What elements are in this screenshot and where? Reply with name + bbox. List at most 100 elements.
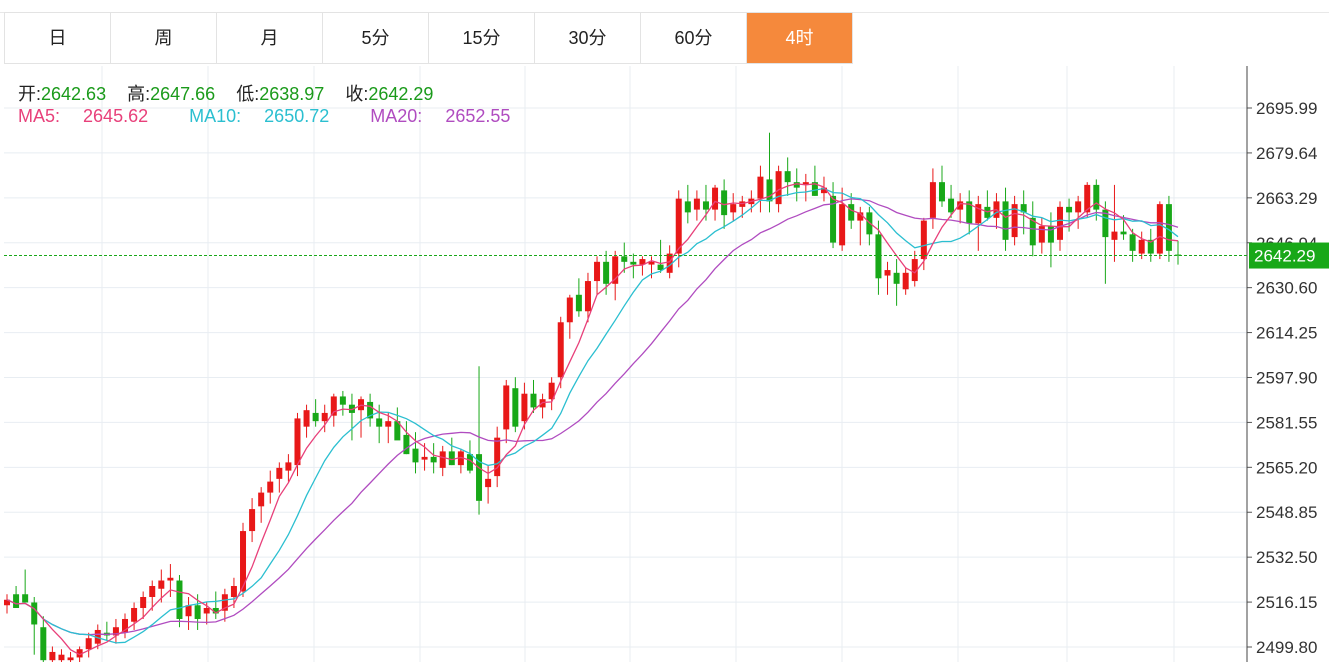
candle-body [920, 220, 927, 260]
candle-body [793, 182, 800, 188]
candle-body [303, 410, 310, 427]
candle-body [194, 605, 201, 619]
candle-body [1175, 254, 1181, 256]
candle-body [584, 281, 591, 312]
candle-body [376, 418, 383, 427]
candle-body [648, 261, 655, 265]
ma10-line [6, 187, 1179, 644]
candle-body [312, 412, 319, 422]
candle-body [40, 627, 47, 661]
candle-body [1129, 234, 1136, 251]
y-tick-label: 2548.85 [1256, 503, 1317, 522]
candle-body [339, 396, 346, 405]
candle-body [140, 596, 147, 608]
candle-body [94, 629, 101, 644]
open-label: 开: [18, 84, 42, 104]
candle-body [875, 234, 882, 279]
candle-body [1075, 201, 1082, 213]
tab-60min[interactable]: 60分 [641, 13, 747, 63]
last-price-label: 2642.29 [1254, 247, 1315, 266]
candle-body [85, 638, 92, 650]
tab-month[interactable]: 月 [217, 13, 323, 63]
candle-body [212, 607, 219, 614]
candle-body [285, 462, 292, 471]
low-value: 2638.97 [259, 84, 325, 104]
candle-body [430, 456, 437, 463]
candle-body [321, 412, 328, 422]
tab-15min[interactable]: 15分 [429, 13, 535, 63]
y-tick-label: 2614.25 [1256, 324, 1317, 343]
candle-body [1066, 206, 1073, 213]
candle-body [294, 418, 301, 466]
candle-body [330, 396, 337, 416]
tab-30min[interactable]: 30分 [535, 13, 641, 63]
candle-body [938, 182, 945, 202]
ma5-value: 2645.62 [83, 106, 149, 126]
y-tick-label: 2663.29 [1256, 189, 1317, 208]
candle-body [830, 195, 837, 243]
candle-body [775, 171, 782, 205]
candle-body [1011, 204, 1018, 238]
ohlc-legend: 开:2642.63 高:2647.66 低:2638.97 收:2642.29 [18, 80, 449, 106]
candle-body [666, 253, 673, 273]
candle-body [249, 509, 256, 532]
period-tabs: 日 周 月 5分 15分 30分 60分 4时 [4, 12, 853, 64]
candle-body [957, 201, 964, 210]
candle-body [439, 451, 446, 468]
candle-body [902, 272, 909, 290]
open-value: 2642.63 [41, 84, 107, 104]
candle-body [1056, 206, 1063, 240]
candle-body [1020, 204, 1027, 213]
candle-body [276, 467, 283, 479]
candle-body [412, 448, 419, 463]
ma5-line [6, 183, 1179, 656]
candle-body [612, 256, 619, 284]
candle-body [1156, 204, 1163, 254]
candle-body [557, 322, 564, 378]
ma10-value: 2650.72 [264, 106, 330, 126]
candle-body [684, 201, 691, 213]
y-tick-label: 2565.20 [1256, 458, 1317, 477]
candle-body [966, 201, 973, 224]
candle-body [693, 198, 700, 210]
ma10-legend: MA10: 2650.72 [189, 106, 347, 126]
tab-week[interactable]: 周 [111, 13, 217, 63]
candle-body [857, 212, 864, 221]
candle-body [848, 204, 855, 221]
candle-body [4, 599, 10, 606]
candle-body [730, 204, 737, 213]
candle-body [784, 171, 791, 183]
ma20-line [6, 198, 1179, 636]
candle-body [1120, 231, 1127, 235]
candle-body [76, 649, 83, 658]
candle-body [630, 261, 637, 265]
candle-body [657, 264, 664, 271]
ma10-label: MA10: [189, 106, 242, 126]
candle-body [167, 577, 174, 581]
candle-body [766, 179, 773, 202]
candle-body [149, 586, 156, 597]
candle-body [521, 393, 528, 422]
candle-body [621, 256, 628, 262]
candle-body [802, 182, 809, 185]
tab-5min[interactable]: 5分 [323, 13, 429, 63]
candle-body [240, 531, 247, 592]
candle-body [58, 654, 65, 661]
candle-body [503, 385, 510, 430]
candle-body [893, 272, 900, 284]
high-value: 2647.66 [150, 84, 216, 104]
candle-body [1084, 184, 1091, 213]
candle-body [230, 586, 237, 597]
y-tick-label: 2597.90 [1256, 368, 1317, 387]
tab-day[interactable]: 日 [5, 13, 111, 63]
candle-body [639, 259, 646, 265]
candle-body [158, 580, 165, 589]
tab-4hour[interactable]: 4时 [747, 13, 853, 63]
candle-body [112, 627, 119, 636]
candle-body [494, 437, 501, 477]
candle-body [911, 259, 918, 282]
candle-body [929, 182, 936, 218]
candle-body [975, 204, 982, 224]
last-price-box [1249, 242, 1329, 269]
